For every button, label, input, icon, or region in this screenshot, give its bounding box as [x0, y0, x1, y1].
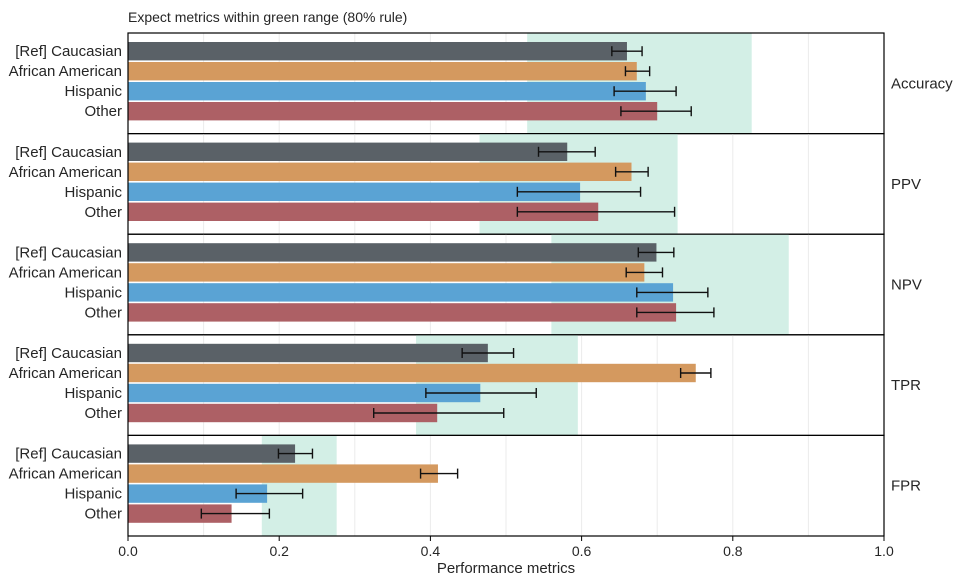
error-bar [620, 106, 692, 117]
bar [128, 504, 232, 523]
error-bar [637, 247, 675, 258]
error-bar [636, 287, 709, 298]
bar [128, 62, 637, 81]
error-bar [516, 206, 676, 217]
category-label: Other [84, 304, 122, 321]
bar [128, 343, 488, 363]
category-label: [Ref] Caucasian [15, 345, 122, 362]
panel-npv: [Ref] Caucasian African American Hispanic O… [9, 233, 922, 336]
bar [128, 82, 646, 101]
panel-ppv: [Ref] Caucasian African American Hispanic O… [9, 133, 921, 235]
error-bar [537, 146, 596, 157]
category-label: [Ref] Caucasian [15, 43, 122, 60]
bar [128, 363, 696, 383]
error-bar [624, 66, 651, 77]
category-label: Hispanic [64, 486, 122, 503]
error-bar [614, 166, 649, 177]
category-label: African American [9, 63, 122, 80]
error-bar [613, 86, 677, 97]
metric-label: NPV [891, 277, 922, 294]
bar [128, 102, 658, 121]
category-label: Hispanic [64, 83, 122, 100]
bar [128, 162, 632, 181]
x-axis: 0.0 0.2 0.4 0.6 0.8 1.0 [118, 536, 894, 559]
category-label: Hispanic [64, 284, 122, 301]
x-tick-label: 0.4 [421, 543, 441, 559]
metric-label: FPR [891, 478, 921, 495]
category-label: Other [84, 405, 122, 422]
bar [128, 182, 581, 201]
category-label: Other [84, 506, 122, 523]
error-bar [516, 186, 642, 197]
bar [128, 383, 481, 403]
bar [128, 464, 438, 483]
bar [128, 263, 645, 282]
category-label: Other [84, 103, 122, 120]
bar [128, 42, 627, 61]
error-bar [277, 448, 314, 459]
x-tick-label: 1.0 [874, 543, 894, 559]
category-label: Hispanic [64, 184, 122, 201]
x-tick-label: 0.2 [269, 543, 289, 559]
x-tick-label: 0.6 [572, 543, 592, 559]
bar [128, 243, 657, 262]
panel-frame [127, 434, 885, 537]
error-bar [679, 368, 712, 378]
chart-title: Expect metrics within green range (80% r… [128, 9, 407, 25]
error-bar [419, 468, 459, 479]
error-bar [200, 508, 271, 519]
panel-accuracy: [Ref] Caucasian African American Hispanic O… [9, 32, 953, 135]
error-bar [461, 348, 515, 358]
category-label: [Ref] Caucasian [15, 244, 122, 261]
x-axis-label: Performance metrics [437, 560, 575, 576]
x-tick-label: 0.8 [723, 543, 743, 559]
category-label: African American [9, 365, 122, 382]
panel-tpr: [Ref] Caucasian African American Hispanic O… [9, 334, 921, 436]
category-label: Hispanic [64, 385, 122, 402]
category-label: [Ref] Caucasian [15, 144, 122, 161]
metric-label: Accuracy [891, 75, 953, 92]
panel-fpr: [Ref] Caucasian African American Hispanic O… [9, 434, 921, 537]
error-bar [373, 408, 505, 418]
bar [128, 444, 296, 463]
x-tick-label: 0.0 [118, 543, 138, 559]
category-label: African American [9, 164, 122, 181]
error-bar [625, 267, 664, 278]
bar [128, 202, 599, 221]
bar [128, 484, 268, 503]
category-label: [Ref] Caucasian [15, 446, 122, 463]
error-bar [636, 307, 715, 318]
category-label: Other [84, 204, 122, 221]
error-bar [425, 388, 537, 398]
bar [128, 283, 674, 302]
error-bar [235, 488, 304, 499]
bar [128, 403, 438, 423]
panels: [Ref] Caucasian African American Hispanic O… [9, 32, 953, 537]
category-label: African American [9, 466, 122, 483]
metric-label: TPR [891, 377, 921, 394]
bar [128, 142, 568, 161]
bar [128, 303, 677, 322]
error-bar [611, 46, 643, 57]
metric-label: PPV [891, 176, 921, 193]
category-label: African American [9, 264, 122, 281]
